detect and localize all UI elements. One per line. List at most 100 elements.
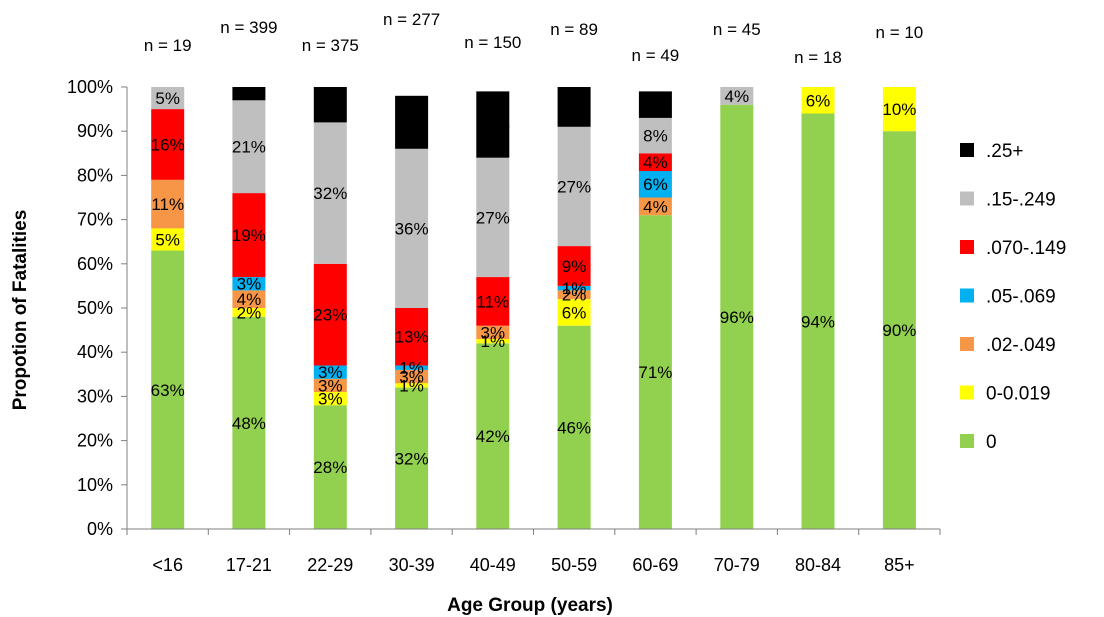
x-tick-label: 30-39 bbox=[389, 555, 435, 575]
data-label: 1% bbox=[399, 359, 424, 378]
data-label: 5% bbox=[155, 89, 180, 108]
sample-size-label: n = 18 bbox=[794, 48, 842, 67]
x-tick-label: <16 bbox=[152, 555, 183, 575]
bar-70-79-.15-.249 bbox=[720, 87, 754, 105]
legend-swatch bbox=[960, 385, 974, 400]
data-label: 3% bbox=[318, 390, 343, 409]
bar-70-79-0 bbox=[720, 104, 754, 529]
data-label: 15% bbox=[476, 116, 510, 135]
x-tick-label: 70-79 bbox=[714, 555, 760, 575]
y-tick-label: 20% bbox=[77, 431, 113, 451]
bar-50-59-.25+ bbox=[557, 87, 591, 127]
sample-size-label: n = 49 bbox=[632, 46, 680, 65]
data-label: 27% bbox=[476, 208, 510, 227]
legend-label: 0 bbox=[986, 432, 997, 453]
bar-30-39-.05-.069 bbox=[395, 365, 429, 370]
data-label: 4% bbox=[237, 290, 262, 309]
bar-50-59-0-0.019 bbox=[557, 299, 591, 326]
data-label: 32% bbox=[395, 449, 429, 468]
bar-60-69-.02-.049 bbox=[638, 197, 672, 216]
axes: <16 17-21 22-29 30-39 40-49 50-59 60-69 70-79 80… bbox=[67, 77, 941, 575]
data-label: 10% bbox=[882, 100, 916, 119]
bar-17-21-.05-.069 bbox=[232, 277, 266, 291]
bar-17-21-.070-.149 bbox=[232, 193, 266, 278]
data-label: 1% bbox=[399, 376, 424, 395]
bar-30-39-.15-.249 bbox=[395, 148, 429, 308]
bar-85+-0-0.019 bbox=[882, 87, 916, 132]
data-label: 21% bbox=[232, 138, 266, 157]
bar-22-29-.25+ bbox=[313, 87, 347, 123]
data-label: 42% bbox=[476, 427, 510, 446]
y-tick-label: 80% bbox=[77, 165, 113, 185]
data-label: 11% bbox=[151, 195, 184, 214]
x-tick-label: 17-21 bbox=[226, 555, 272, 575]
bar-30-39-.070-.149 bbox=[395, 308, 429, 366]
sample-size-label: n = 150 bbox=[464, 33, 521, 52]
legend-swatch bbox=[960, 191, 974, 206]
y-tick-label: 30% bbox=[77, 386, 113, 406]
bar-22-29-.070-.149 bbox=[313, 263, 347, 366]
bar-60-69-.05-.069 bbox=[638, 171, 672, 198]
legend-swatch bbox=[960, 337, 974, 351]
data-label: 19% bbox=[232, 226, 266, 245]
data-label: 8% bbox=[643, 127, 668, 146]
y-tick-label: 60% bbox=[77, 254, 113, 274]
data-label: 3% bbox=[481, 323, 506, 342]
data-label: 4% bbox=[643, 197, 668, 216]
bar-17-21-.02-.049 bbox=[232, 290, 266, 308]
bar-40-49-.25+ bbox=[476, 91, 510, 158]
legend-swatch bbox=[960, 143, 974, 157]
sample-size-labels: n = 19 n = 399 n = 375 n = 277 n = 150 n = 89… bbox=[144, 10, 923, 67]
data-label: 12% bbox=[395, 113, 429, 132]
sample-size-label: n = 399 bbox=[220, 18, 277, 37]
legend-label: .02-.049 bbox=[986, 335, 1056, 356]
bar-40-49-0 bbox=[476, 343, 510, 529]
bar-<16-.070-.149 bbox=[151, 109, 185, 180]
bar-80-84-0 bbox=[801, 113, 835, 529]
sample-size-label: n = 375 bbox=[302, 36, 359, 55]
bar-22-29-.05-.069 bbox=[313, 365, 347, 379]
legend-label: .15-.249 bbox=[986, 190, 1056, 211]
sample-size-label: n = 45 bbox=[713, 20, 761, 39]
data-label: 90% bbox=[882, 321, 916, 340]
bar-30-39-.02-.049 bbox=[395, 369, 429, 384]
sample-size-label: n = 277 bbox=[383, 10, 440, 29]
x-tick-label: 40-49 bbox=[470, 555, 516, 575]
bar-60-69-0 bbox=[638, 215, 672, 529]
bar-40-49-.15-.249 bbox=[476, 157, 510, 277]
data-label: 3% bbox=[237, 85, 262, 104]
legend-swatch bbox=[960, 288, 974, 303]
bar-17-21-.25+ bbox=[232, 87, 266, 101]
data-label: 46% bbox=[557, 418, 591, 437]
bar-50-59-.15-.249 bbox=[557, 126, 591, 247]
bar-<16-.15-.249 bbox=[151, 87, 185, 110]
y-tick-label: 10% bbox=[77, 475, 113, 495]
bar-17-21-0-0.019 bbox=[232, 308, 266, 317]
legend: .25+ .15-.249 .070-.149 .05-.069 .02-.049 0-0… bbox=[960, 141, 1066, 453]
bar-40-49-.02-.049 bbox=[476, 325, 510, 339]
bar-30-39-0 bbox=[395, 387, 429, 529]
data-label: 32% bbox=[313, 184, 347, 203]
data-label: 2% bbox=[237, 303, 262, 322]
bar-<16-.02-.049 bbox=[151, 179, 185, 229]
bar-50-59-.05-.069 bbox=[557, 285, 591, 291]
data-label: 23% bbox=[313, 306, 347, 325]
bar-50-59-0 bbox=[557, 325, 591, 529]
data-label: 6% bbox=[806, 91, 831, 110]
data-label: 8% bbox=[318, 96, 343, 115]
data-label: 28% bbox=[313, 458, 347, 477]
data-label: 11% bbox=[476, 292, 509, 311]
bar-60-69-.25+ bbox=[638, 91, 672, 118]
bar-22-29-0 bbox=[313, 405, 347, 529]
x-tick-label: 22-29 bbox=[307, 555, 353, 575]
data-label: 63% bbox=[151, 381, 185, 400]
bar-50-59-.02-.049 bbox=[557, 290, 591, 300]
legend-label: .05-.069 bbox=[986, 287, 1056, 308]
y-tick-label: 70% bbox=[77, 210, 113, 230]
data-label: 48% bbox=[232, 414, 266, 433]
data-label: 2% bbox=[562, 286, 587, 305]
bar-50-59-.070-.149 bbox=[557, 246, 591, 286]
y-tick-label: 90% bbox=[77, 121, 113, 141]
data-label: 4% bbox=[725, 87, 750, 106]
